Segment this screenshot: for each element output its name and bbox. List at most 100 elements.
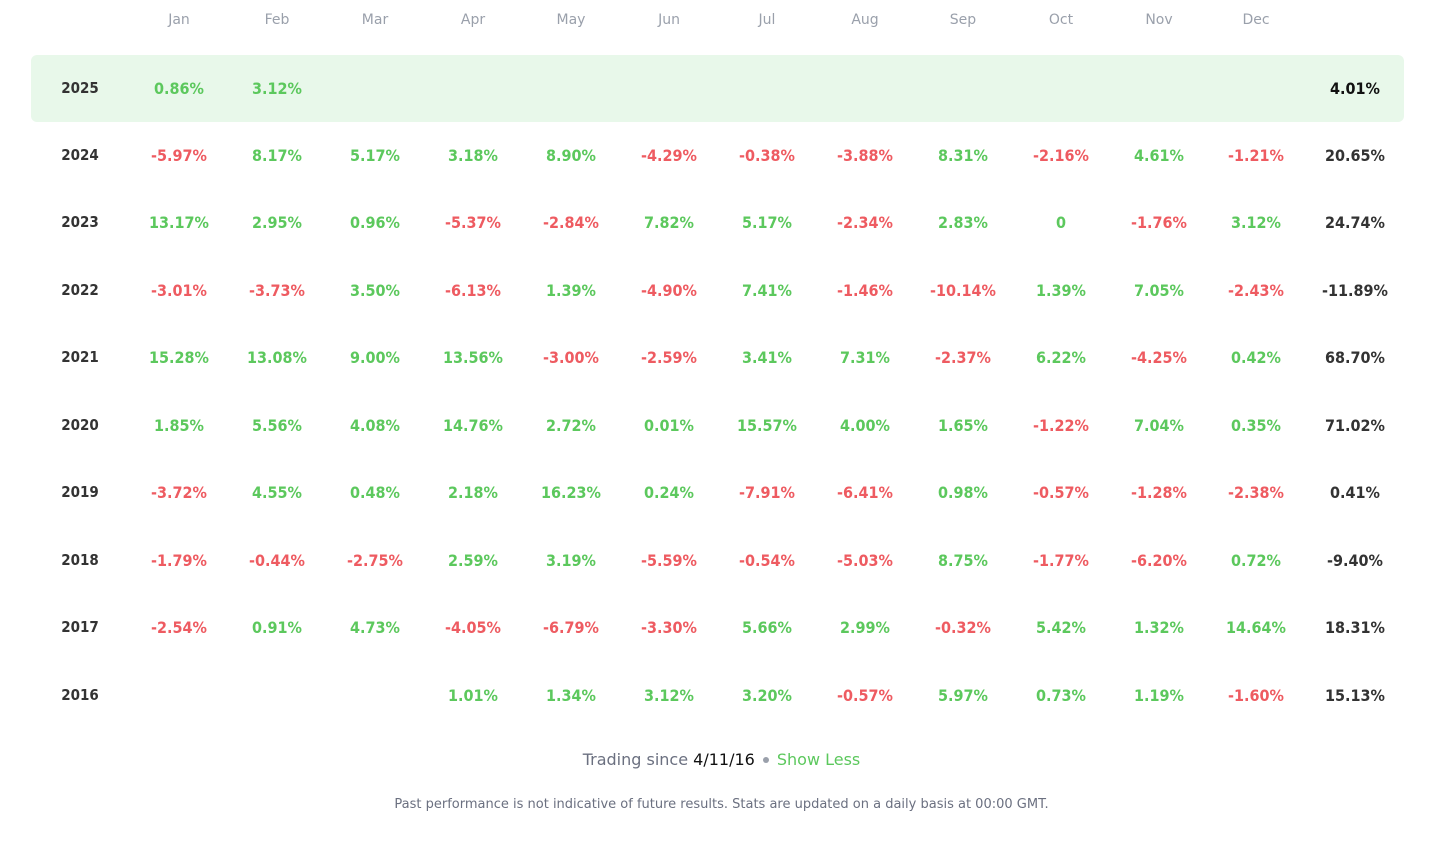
return-cell-apr: 13.56% [443,348,503,367]
year-row-2019: 2019 -3.72% 4.55% 0.48% 2.18% 16.23% 0.24% -7.9… [31,459,1404,526]
return-cell-may: -6.79% [543,618,599,637]
return-cell-jan: 0.86% [154,79,204,98]
return-cell-apr: -5.37% [445,213,501,232]
return-cell-jan: -3.01% [151,281,207,300]
return-cell-jan [134,662,224,729]
year-label: 2020 [61,416,99,434]
return-cell-sep [918,55,1008,122]
return-cell-aug: -6.41% [837,483,893,502]
return-cell-may: 8.90% [546,146,596,165]
year-label: 2024 [61,146,99,164]
month-header-oct: Oct [1048,12,1074,28]
return-cell-feb: 8.17% [252,146,302,165]
return-cell-sep: 1.65% [938,416,988,435]
month-header-row: Jan Feb Mar Apr May Jun Jul Aug Sep Oct Nov Dec [0,0,1443,42]
return-cell-apr: -6.13% [445,281,501,300]
return-cell-jun: 0.01% [644,416,694,435]
return-cell-sep: 0.98% [938,483,988,502]
return-cell-mar [330,55,420,122]
year-label: 2021 [61,348,99,366]
return-cell-sep: 8.75% [938,551,988,570]
return-cell-apr: 14.76% [443,416,503,435]
return-cell-oct [1016,55,1106,122]
return-cell-oct: 0.73% [1036,686,1086,705]
separator-dot-icon [762,756,769,763]
return-cell-aug: 2.99% [840,618,890,637]
return-cell-feb: 5.56% [252,416,302,435]
return-cell-jan: -5.97% [151,146,207,165]
return-cell-jul: -7.91% [739,483,795,502]
return-cell-mar: 9.00% [350,348,400,367]
return-cell-aug: -1.46% [837,281,893,300]
return-cell-nov: -4.25% [1131,348,1187,367]
annual-total: 18.31% [1325,618,1385,637]
return-cell-mar: 5.17% [350,146,400,165]
trading-since-date: 4/11/16 [693,750,755,769]
return-cell-aug: -5.03% [837,551,893,570]
annual-total: 71.02% [1325,416,1385,435]
year-row-2023: 2023 13.17% 2.95% 0.96% -5.37% -2.84% 7.82% 5.1… [31,189,1404,256]
show-less-toggle[interactable]: Show Less [776,750,861,769]
month-header-jun: Jun [658,12,680,28]
return-cell-nov: -6.20% [1131,551,1187,570]
year-row-2021: 2021 15.28% 13.08% 9.00% 13.56% -3.00% -2.59% 3… [31,324,1404,391]
year-label: 2018 [61,551,99,569]
return-cell-jan: 15.28% [149,348,209,367]
return-cell-feb: -3.73% [249,281,305,300]
month-header-may: May [556,12,586,28]
return-cell-oct: -0.57% [1033,483,1089,502]
year-label: 2017 [61,618,99,636]
return-cell-feb: 13.08% [247,348,307,367]
return-cell-feb: 4.55% [252,483,302,502]
return-cell-nov: -1.76% [1131,213,1187,232]
return-cell-may: 3.19% [546,551,596,570]
return-cell-nov: 1.32% [1134,618,1184,637]
return-cell-sep: 2.83% [938,213,988,232]
return-cell-oct: 5.42% [1036,618,1086,637]
return-cell-feb [232,662,322,729]
return-cell-aug: 4.00% [840,416,890,435]
return-cell-apr: 2.59% [448,551,498,570]
return-cell-mar: 0.48% [350,483,400,502]
return-cell-mar: 4.73% [350,618,400,637]
return-cell-dec [1211,55,1301,122]
return-cell-mar: 3.50% [350,281,400,300]
return-cell-aug: -2.34% [837,213,893,232]
annual-total: 4.01% [1330,79,1380,98]
month-header-mar: Mar [361,12,389,28]
return-cell-jul: 7.41% [742,281,792,300]
return-cell-dec: -2.43% [1228,281,1284,300]
return-cell-apr: 3.18% [448,146,498,165]
return-cell-jul: -0.38% [739,146,795,165]
return-cell-mar: -2.75% [347,551,403,570]
year-row-2017: 2017 -2.54% 0.91% 4.73% -4.05% -6.79% -3.30% 5.… [31,594,1404,661]
return-cell-apr: 2.18% [448,483,498,502]
return-cell-jun: -4.29% [641,146,697,165]
return-cell-jun: -4.90% [641,281,697,300]
annual-total: 20.65% [1325,146,1385,165]
return-cell-may: 2.72% [546,416,596,435]
return-cell-may: 1.34% [546,686,596,705]
return-cell-may: 1.39% [546,281,596,300]
return-cell-jul: 3.20% [742,686,792,705]
return-cell-jul [722,55,812,122]
return-cell-dec: 14.64% [1226,618,1286,637]
month-header-jul: Jul [758,12,776,28]
return-cell-mar [330,662,420,729]
year-row-2024: 2024 -5.97% 8.17% 5.17% 3.18% 8.90% -4.29% -0.3… [31,122,1404,189]
return-cell-jul: 15.57% [737,416,797,435]
return-cell-dec: 0.42% [1231,348,1281,367]
return-cell-jan: -1.79% [151,551,207,570]
annual-total: -11.89% [1322,281,1388,300]
return-cell-sep: -2.37% [935,348,991,367]
return-cell-jun: 0.24% [644,483,694,502]
return-cell-dec: -1.60% [1228,686,1284,705]
return-cell-jan: -2.54% [151,618,207,637]
return-cell-oct: 6.22% [1036,348,1086,367]
annual-total: 68.70% [1325,348,1385,367]
trading-since-label: Trading since [582,750,689,769]
year-row-2018: 2018 -1.79% -0.44% -2.75% 2.59% 3.19% -5.59% -0… [31,527,1404,594]
year-row-2020: 2020 1.85% 5.56% 4.08% 14.76% 2.72% 0.01% 15.57… [31,392,1404,459]
return-cell-jun: -5.59% [641,551,697,570]
return-cell-sep: -0.32% [935,618,991,637]
